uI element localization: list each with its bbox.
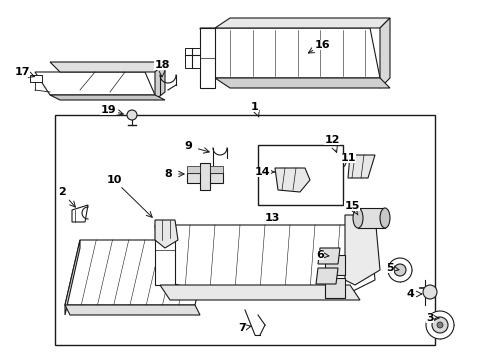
Polygon shape: [65, 305, 200, 315]
Polygon shape: [215, 18, 389, 28]
Polygon shape: [357, 208, 384, 228]
Polygon shape: [200, 28, 379, 78]
Polygon shape: [160, 285, 359, 300]
Polygon shape: [186, 166, 200, 173]
Text: 19: 19: [100, 105, 116, 115]
Polygon shape: [315, 268, 337, 284]
Text: 6: 6: [315, 250, 323, 260]
Polygon shape: [200, 28, 215, 88]
Circle shape: [422, 285, 436, 299]
Circle shape: [425, 311, 453, 339]
Polygon shape: [155, 225, 175, 285]
Text: 5: 5: [386, 263, 393, 273]
Text: 1: 1: [251, 102, 258, 112]
Polygon shape: [35, 72, 155, 95]
Circle shape: [436, 322, 442, 328]
Polygon shape: [155, 62, 164, 100]
Ellipse shape: [379, 208, 389, 228]
Circle shape: [127, 110, 137, 120]
Polygon shape: [209, 166, 223, 173]
Text: 7: 7: [238, 323, 245, 333]
Polygon shape: [317, 248, 339, 264]
Bar: [258, 145, 342, 205]
Circle shape: [387, 258, 411, 282]
Text: 11: 11: [340, 153, 355, 163]
Polygon shape: [72, 205, 88, 222]
Text: 13: 13: [264, 213, 279, 223]
Polygon shape: [184, 48, 200, 68]
Circle shape: [431, 317, 447, 333]
Ellipse shape: [352, 208, 362, 228]
Polygon shape: [345, 215, 379, 285]
Text: 9: 9: [183, 141, 192, 151]
Text: 18: 18: [154, 60, 169, 70]
Polygon shape: [155, 225, 374, 295]
Polygon shape: [155, 220, 178, 248]
Polygon shape: [347, 155, 374, 178]
Circle shape: [333, 156, 346, 168]
Text: 2: 2: [58, 187, 66, 197]
Polygon shape: [379, 18, 389, 88]
Polygon shape: [30, 75, 42, 82]
Polygon shape: [325, 255, 345, 275]
Circle shape: [393, 264, 405, 276]
Polygon shape: [215, 78, 389, 88]
Text: 16: 16: [314, 40, 329, 50]
Text: 12: 12: [324, 135, 339, 145]
Text: 8: 8: [164, 169, 171, 179]
Text: 4: 4: [405, 289, 413, 299]
Text: 3: 3: [426, 313, 433, 323]
Polygon shape: [325, 278, 345, 298]
Text: 15: 15: [344, 201, 359, 211]
Text: 14: 14: [255, 167, 270, 177]
Text: 17: 17: [14, 67, 30, 77]
Text: 10: 10: [106, 175, 122, 185]
Polygon shape: [186, 173, 223, 183]
Polygon shape: [200, 163, 209, 190]
Polygon shape: [50, 95, 164, 100]
Polygon shape: [65, 240, 80, 315]
Bar: [55, 115, 434, 345]
Polygon shape: [65, 240, 209, 305]
Polygon shape: [274, 168, 309, 192]
Polygon shape: [50, 62, 164, 72]
